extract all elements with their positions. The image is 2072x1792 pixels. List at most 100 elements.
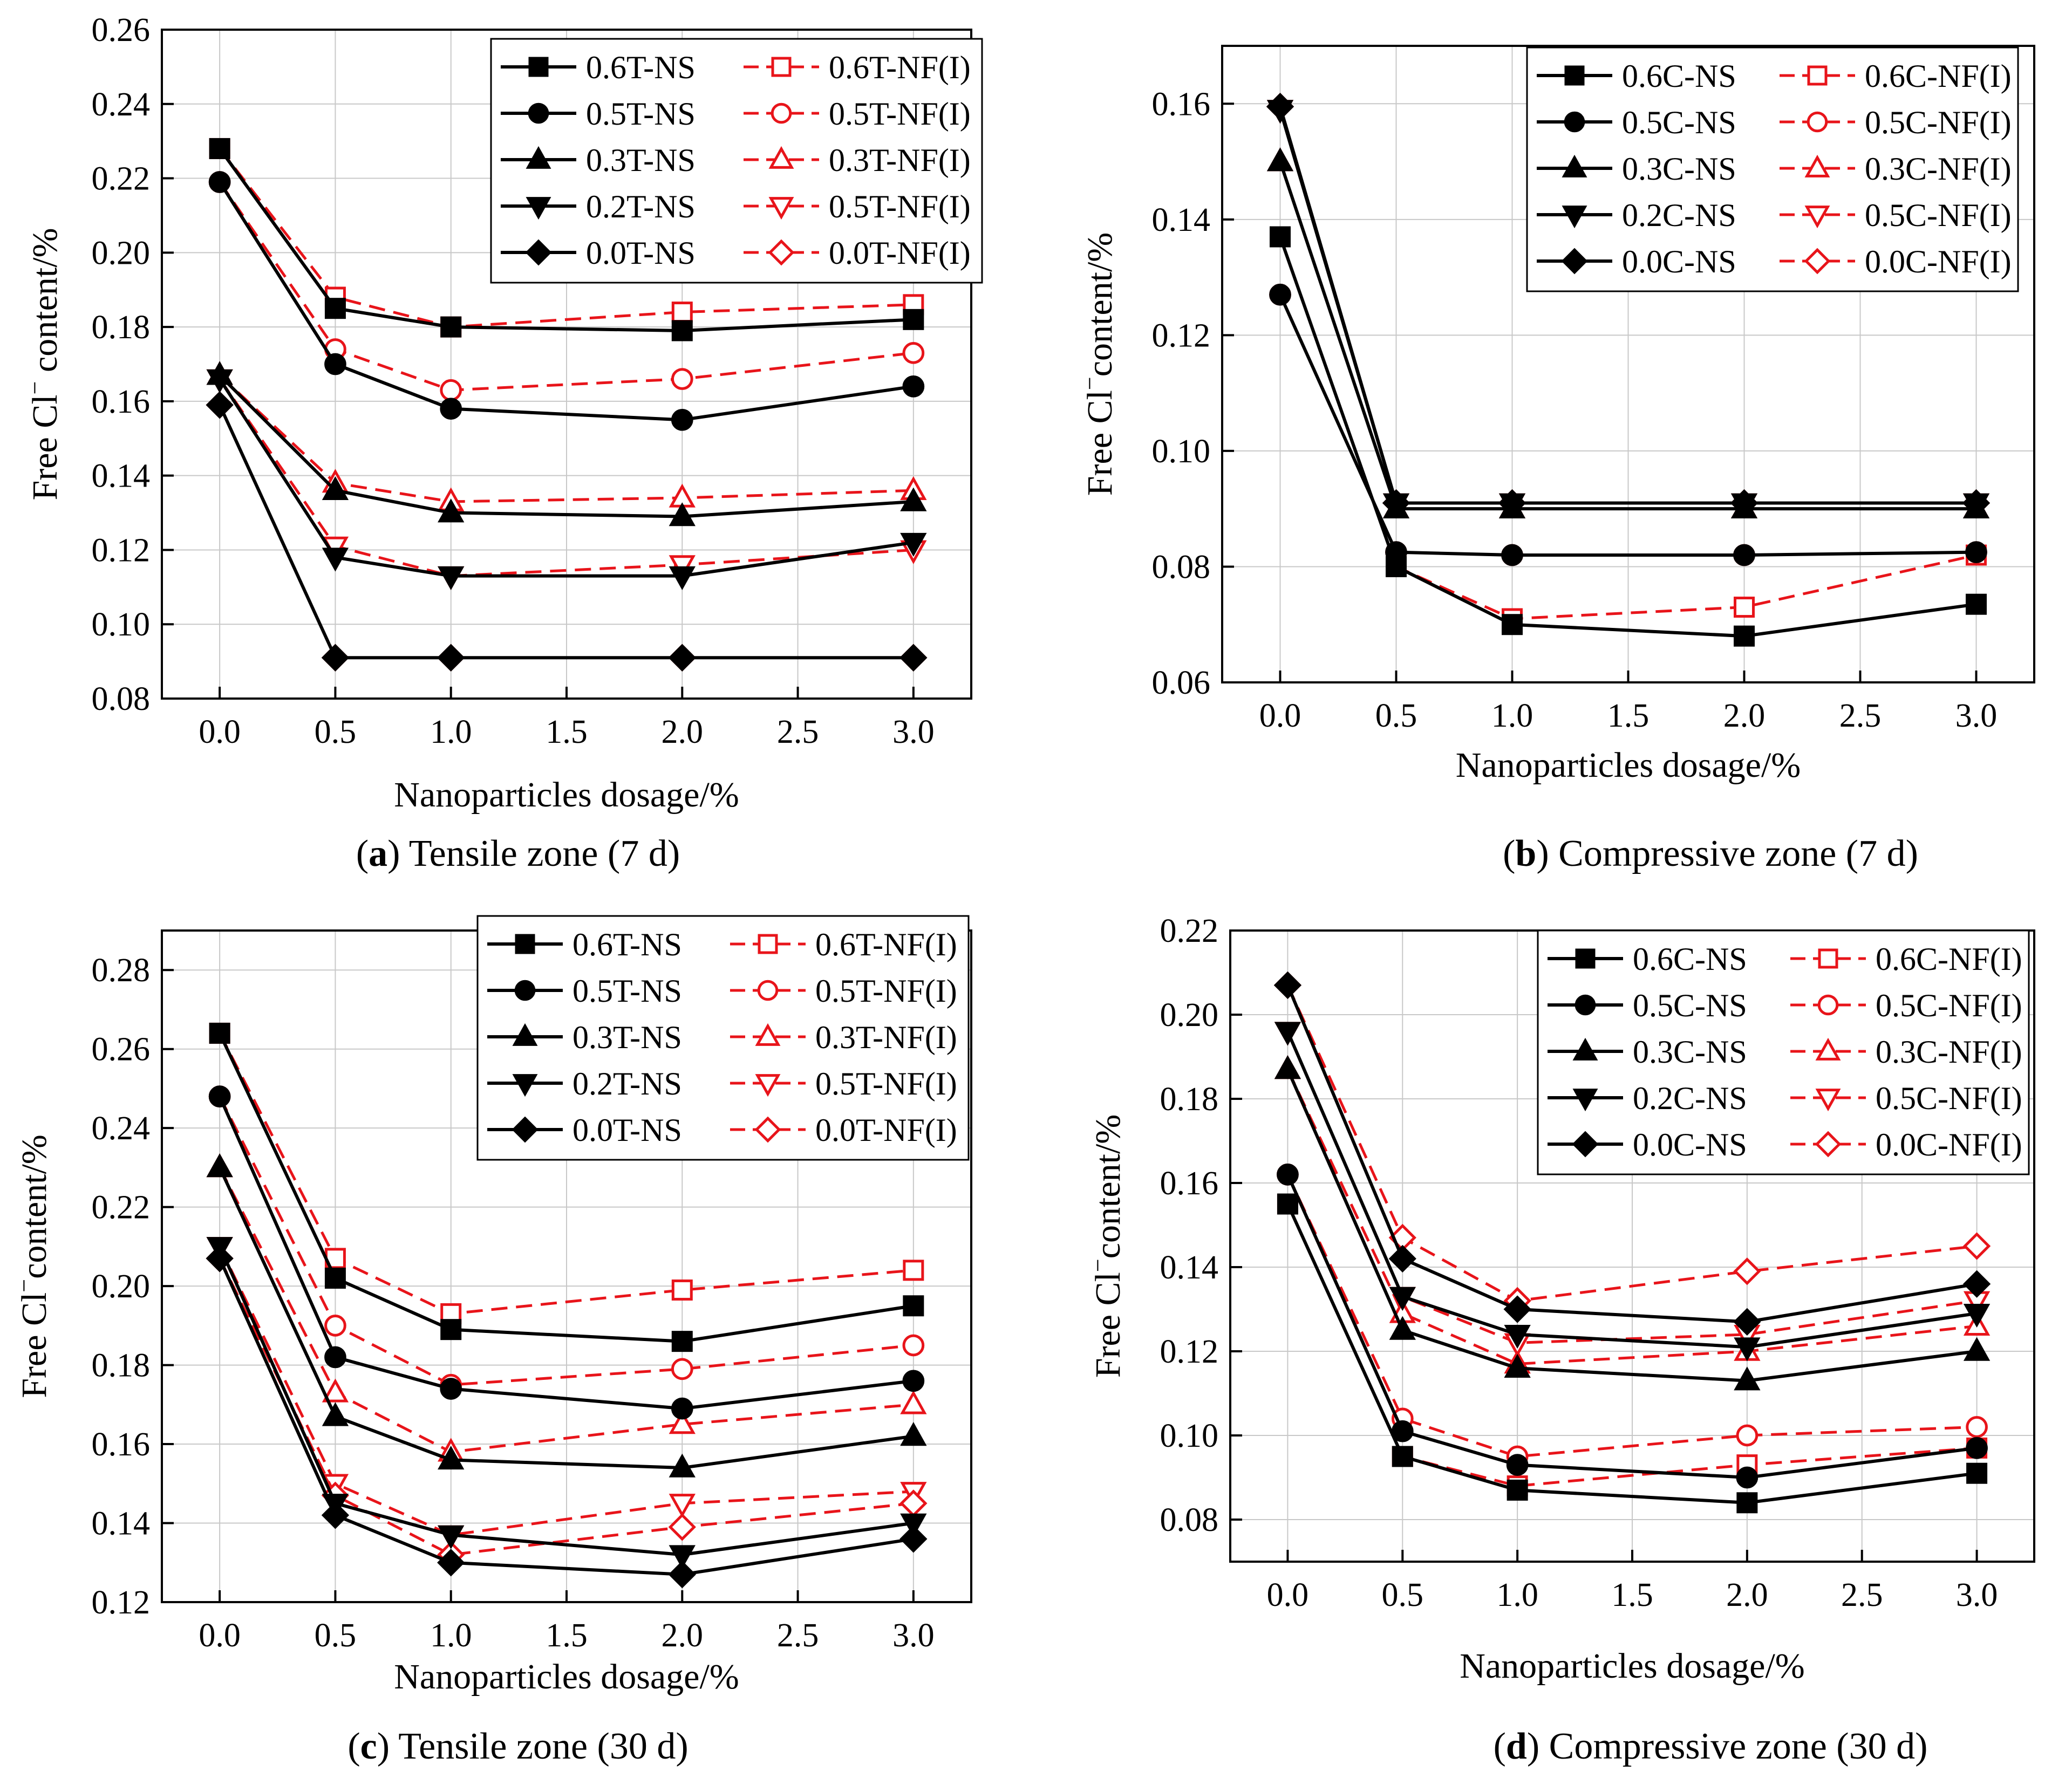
x-tick-label: 0.5 xyxy=(315,714,357,750)
y-axis-label-main: Free Cl xyxy=(25,394,65,500)
data-point xyxy=(671,408,693,431)
data-point xyxy=(1266,147,1294,172)
legend-marker xyxy=(1815,1089,1841,1112)
y-axis-label-superscript: − xyxy=(1085,1258,1111,1272)
legend-entry: 0.0C-NF(I) xyxy=(1790,1127,2022,1162)
data-point xyxy=(668,1561,696,1589)
series-0.5C-NS xyxy=(1277,1164,1988,1489)
legend-label: 0.6C-NF(I) xyxy=(1876,941,2022,977)
data-point xyxy=(1734,597,1755,618)
series-0.0T-NS xyxy=(206,391,928,672)
y-tick-label: 0.22 xyxy=(92,161,151,197)
y-tick-label: 0.16 xyxy=(92,384,151,420)
data-point xyxy=(1277,1193,1298,1215)
data-point xyxy=(1277,1164,1299,1186)
y-tick-label: 0.12 xyxy=(92,532,151,569)
caption-letter: d xyxy=(1506,1726,1527,1767)
y-axis-label-main: Free Cl xyxy=(15,1292,54,1398)
data-point xyxy=(1506,1454,1529,1476)
data-point xyxy=(900,1390,927,1414)
data-point xyxy=(324,298,346,319)
data-point xyxy=(1966,593,1987,615)
legend-marker xyxy=(1575,994,1596,1016)
series-0.6T-NS xyxy=(209,138,924,341)
y-tick-label: 0.08 xyxy=(1160,1502,1219,1538)
legend-label: 0.6T-NF(I) xyxy=(815,927,957,962)
caption-paren-close: ) xyxy=(387,833,400,874)
legend-entry: 0.0C-NS xyxy=(1548,1127,1747,1162)
x-tick-label: 0.5 xyxy=(1382,1577,1424,1613)
legend-label: 0.0C-NF(I) xyxy=(1865,244,2012,279)
data-point xyxy=(1507,1479,1528,1501)
x-tick-label: 2.0 xyxy=(662,1617,704,1654)
caption-text: Tensile zone (7 d) xyxy=(400,833,680,874)
data-point xyxy=(322,548,349,572)
data-point xyxy=(440,1378,462,1400)
legend-marker xyxy=(1804,248,1831,275)
legend-label: 0.5T-NS xyxy=(572,973,682,1009)
legend-label: 0.6T-NF(I) xyxy=(829,50,971,85)
data-point xyxy=(209,1022,230,1044)
data-point xyxy=(1963,1337,1991,1361)
legend-label: 0.5T-NF(I) xyxy=(815,1066,957,1102)
legend-entry: 0.3C-NS xyxy=(1537,151,1736,187)
legend-label: 0.6C-NF(I) xyxy=(1865,58,2012,94)
data-point xyxy=(438,498,465,523)
data-point xyxy=(321,1501,350,1529)
legend-marker xyxy=(1815,1131,1842,1158)
x-tick-label: 0.5 xyxy=(315,1617,357,1654)
legend-marker xyxy=(525,239,552,266)
data-point xyxy=(324,1267,346,1289)
data-point xyxy=(668,1513,696,1541)
legend-entry: 0.2T-NS xyxy=(487,1066,682,1102)
x-tick-label: 3.0 xyxy=(892,714,935,750)
legend-marker xyxy=(1804,206,1830,229)
legend-marker xyxy=(526,197,551,220)
series-0.5T-NS xyxy=(208,171,925,431)
series-0.2T-NS xyxy=(206,369,927,591)
data-point xyxy=(1963,1304,1991,1328)
y-tick-label: 0.14 xyxy=(1152,202,1211,238)
data-point xyxy=(668,644,696,672)
y-tick-label: 0.28 xyxy=(92,952,151,989)
legend-marker xyxy=(528,102,549,124)
y-axis-label-unit: content/% xyxy=(25,228,65,381)
y-tick-label: 0.08 xyxy=(1152,549,1211,585)
data-point xyxy=(1966,1462,1988,1484)
legend: 0.6C-NS 0.6C-NF(I) 0.5C-NS 0.5C-NF(I) 0.3C-N… xyxy=(1526,46,2019,292)
legend-entry: 0.5C-NF(I) xyxy=(1790,1080,2022,1116)
data-point xyxy=(208,171,231,193)
data-point xyxy=(206,1244,234,1273)
data-point xyxy=(1736,1424,1759,1447)
legend-label: 0.5C-NF(I) xyxy=(1876,988,2022,1023)
x-tick-label: 1.5 xyxy=(546,1617,588,1654)
data-point xyxy=(669,1453,696,1478)
caption-paren-close: ) xyxy=(1527,1726,1539,1767)
data-point xyxy=(206,1153,233,1178)
y-tick-label: 0.20 xyxy=(92,235,151,271)
legend-marker xyxy=(1575,948,1596,969)
y-axis-label-superscript: − xyxy=(22,381,48,395)
data-point xyxy=(1504,1325,1531,1349)
data-point xyxy=(1389,1316,1416,1340)
x-tick-label: 2.5 xyxy=(777,1617,819,1654)
x-tick-label: 1.0 xyxy=(1496,1577,1538,1613)
data-point xyxy=(1503,1295,1531,1323)
y-tick-label: 0.18 xyxy=(92,309,151,346)
legend-label: 0.3T-NS xyxy=(572,1020,682,1055)
legend-label: 0.6C-NS xyxy=(1633,941,1747,977)
x-tick-label: 1.5 xyxy=(546,714,588,750)
y-axis-label-unit: content/% xyxy=(1080,232,1120,377)
panel-caption: (b) Compressive zone (7 d) xyxy=(1503,833,1918,874)
legend-marker xyxy=(526,146,551,169)
x-tick-label: 3.0 xyxy=(892,1617,935,1654)
legend-entry: 0.0T-NS xyxy=(487,1112,682,1148)
legend-label: 0.6T-NS xyxy=(586,50,696,85)
data-point xyxy=(208,1085,231,1107)
data-point xyxy=(671,320,693,341)
data-point xyxy=(902,1334,925,1357)
series-0.6C-NS xyxy=(1277,1193,1988,1514)
legend-marker xyxy=(514,980,536,1001)
legend-marker xyxy=(1807,111,1828,133)
y-tick-label: 0.14 xyxy=(92,458,151,495)
